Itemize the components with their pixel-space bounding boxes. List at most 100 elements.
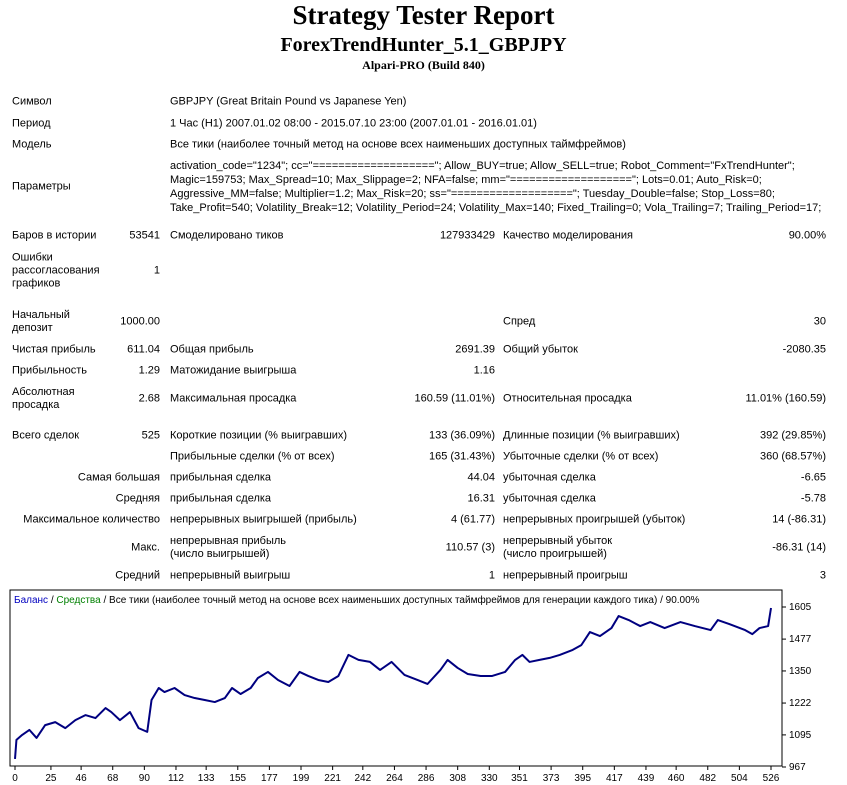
x-tick-label: 286 <box>418 773 435 784</box>
y-tick-label: 967 <box>789 762 806 773</box>
value: 16.31 <box>467 492 495 505</box>
label: Смоделировано тиков <box>170 229 284 242</box>
label: Относительная просадка <box>503 392 632 405</box>
param-line: Magic=159753; Max_Spread=10; Max_Slippag… <box>170 174 762 186</box>
value: 53541 <box>129 229 160 242</box>
label: Параметры <box>12 180 71 193</box>
value: 392 (29.85%) <box>759 429 826 442</box>
value: 160.59 (11.01%) <box>414 392 495 405</box>
label: Баров в истории <box>12 229 97 242</box>
value: 110.57 (3) <box>445 541 495 554</box>
value: 90.00% <box>788 229 826 242</box>
label: Матожидание выигрыша <box>170 364 297 377</box>
value: 3 <box>819 569 826 582</box>
label: непрерывная прибыль (число выигрышей) <box>170 535 287 560</box>
legend-part: Баланс <box>14 595 48 606</box>
label: Ошибки рассогласования графиков <box>12 251 100 290</box>
label: Средняя <box>115 492 160 505</box>
x-tick-label: 221 <box>324 773 341 784</box>
label: непрерывный выигрыш <box>170 569 291 582</box>
subtitle: ForexTrendHunter_5.1_GBPJPY <box>280 34 567 56</box>
label: Символ <box>12 95 52 108</box>
label: Короткие позиции (% выигравших) <box>170 429 348 442</box>
x-tick-label: 177 <box>261 773 278 784</box>
param-line: activation_code="1234"; cc="============… <box>170 160 795 172</box>
value: 2.68 <box>138 392 160 405</box>
label: Период <box>12 117 51 130</box>
label: Абсолютная просадка <box>12 386 75 411</box>
label: убыточная сделка <box>503 492 596 505</box>
y-tick-label: 1605 <box>789 602 812 613</box>
value: 165 (31.43%) <box>428 450 495 463</box>
label: Модель <box>12 138 52 151</box>
y-tick-label: 1477 <box>789 634 812 645</box>
value: 360 (68.57%) <box>759 450 826 463</box>
label: Начальный депозит <box>12 309 70 334</box>
label: Макс. <box>131 541 160 554</box>
x-tick-label: 68 <box>107 773 119 784</box>
x-tick-label: 155 <box>229 773 246 784</box>
label: Самая большая <box>77 471 160 484</box>
label: непрерывных проигрышей (убыток) <box>503 513 686 526</box>
x-tick-label: 112 <box>168 773 184 784</box>
y-tick-label: 1095 <box>789 730 812 741</box>
param-line: Take_Profit=540; Volatility_Break=12; Vo… <box>170 202 822 214</box>
build: Alpari-PRO (Build 840) <box>362 58 485 72</box>
value: 14 (-86.31) <box>772 513 826 526</box>
value: 44.04 <box>467 471 495 484</box>
label: Убыточные сделки (% от всех) <box>503 450 659 463</box>
x-tick-label: 373 <box>543 773 560 784</box>
label: Прибыльность <box>12 364 87 377</box>
value: 525 <box>141 429 160 442</box>
value: -6.65 <box>800 471 826 484</box>
value: Все тики (наиболее точный метод на основ… <box>170 138 626 151</box>
label: Качество моделирования <box>503 229 633 242</box>
x-tick-label: 199 <box>293 773 310 784</box>
label: непрерывный убыток (число проигрышей) <box>503 535 613 560</box>
value: 611.04 <box>127 343 160 356</box>
legend-part: / Все тики (наиболее точный метод на осн… <box>101 594 700 606</box>
x-tick-label: 242 <box>354 773 371 784</box>
value: -2080.35 <box>782 343 826 356</box>
y-tick-label: 1350 <box>789 666 812 677</box>
label: непрерывных выигрышей (прибыль) <box>170 513 357 526</box>
label: Максимальная просадка <box>170 392 297 405</box>
x-tick-label: 0 <box>12 773 18 784</box>
legend-part: / <box>48 595 56 606</box>
x-tick-label: 482 <box>699 773 716 784</box>
balance-line <box>14 607 772 760</box>
value: 11.01% (160.59) <box>745 392 826 405</box>
value: GBPJPY (Great Britain Pound vs Japanese … <box>170 95 407 108</box>
y-tick-label: 1222 <box>789 698 812 709</box>
plot-frame <box>9 589 783 767</box>
value: 2691.39 <box>455 343 495 356</box>
x-tick-label: 526 <box>763 773 780 784</box>
title: Strategy Tester Report <box>292 0 555 30</box>
x-tick-label: 308 <box>449 773 466 784</box>
chart: Баланс / Средства / Все тики (наиболее т… <box>9 589 812 784</box>
label: Длинные позиции (% выигравших) <box>503 429 680 442</box>
value: -5.78 <box>800 492 826 505</box>
value: 133 (36.09%) <box>428 429 495 442</box>
params: activation_code="1234"; cc="============… <box>170 159 821 215</box>
param-line: Aggressive_MM=false; Multiplier=1.2; Max… <box>170 188 775 200</box>
x-tick-label: 133 <box>198 773 215 784</box>
label: Средний <box>115 569 160 582</box>
label: непрерывный проигрыш <box>503 569 628 582</box>
x-tick-label: 264 <box>386 773 403 784</box>
value: -86.31 (14) <box>772 541 826 554</box>
value: 30 <box>813 315 826 328</box>
label: Общая прибыль <box>170 343 254 356</box>
x-tick-label: 25 <box>45 773 57 784</box>
value: 1 <box>488 569 495 582</box>
label: Общий убыток <box>503 343 578 356</box>
x-tick-label: 90 <box>139 773 151 784</box>
value: 1.29 <box>138 364 160 377</box>
label: Максимальное количество <box>23 513 160 526</box>
chart-legend: Баланс / Средства / Все тики (наиболее т… <box>14 594 700 606</box>
x-tick-label: 439 <box>638 773 655 784</box>
x-tick-label: 330 <box>481 773 498 784</box>
x-tick-label: 504 <box>731 773 748 784</box>
value: 1000.00 <box>120 315 160 328</box>
